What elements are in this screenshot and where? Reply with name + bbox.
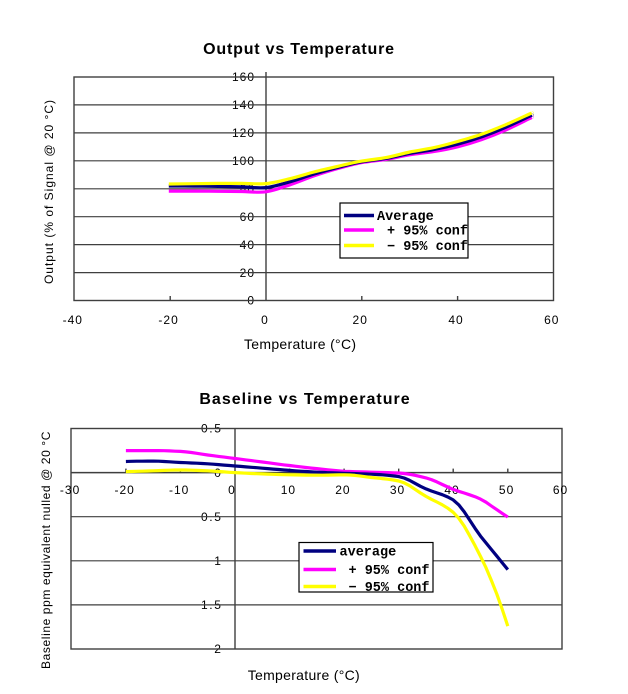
svg-text:− 95% conf: − 95% conf <box>387 240 468 255</box>
svg-text:average: average <box>340 546 397 561</box>
svg-text:− 95% conf: − 95% conf <box>349 581 430 596</box>
svg-text:Average: Average <box>377 210 434 225</box>
svg-text:-30: -30 <box>60 483 80 497</box>
svg-text:-20: -20 <box>115 483 135 497</box>
svg-text:Temperature (°C): Temperature (°C) <box>248 667 360 683</box>
svg-text:20: 20 <box>353 313 368 327</box>
svg-text:+ 95% conf: + 95% conf <box>349 564 430 579</box>
svg-text:-40: -40 <box>63 313 83 327</box>
svg-text:0: 0 <box>261 313 269 327</box>
svg-text:Baseline vs Temperature: Baseline vs Temperature <box>199 391 410 408</box>
svg-text:60: 60 <box>544 313 559 327</box>
svg-text:Output vs Temperature: Output vs Temperature <box>203 41 395 58</box>
svg-text:Output (% of Signal @ 20 °C): Output (% of Signal @ 20 °C) <box>42 99 56 284</box>
svg-text:-10: -10 <box>169 483 189 497</box>
svg-text:50: 50 <box>499 483 514 497</box>
svg-text:Baseline ppm equivalent nulled: Baseline ppm equivalent nulled @ 20 °C <box>39 431 53 669</box>
svg-text:20: 20 <box>335 483 350 497</box>
svg-text:+ 95% conf: + 95% conf <box>387 225 468 240</box>
svg-text:30: 30 <box>390 483 405 497</box>
svg-text:10: 10 <box>281 483 296 497</box>
svg-text:60: 60 <box>553 483 568 497</box>
svg-text:0: 0 <box>228 483 236 497</box>
svg-text:Temperature (°C): Temperature (°C) <box>244 336 356 352</box>
svg-text:40: 40 <box>448 313 463 327</box>
svg-text:-20: -20 <box>158 313 178 327</box>
